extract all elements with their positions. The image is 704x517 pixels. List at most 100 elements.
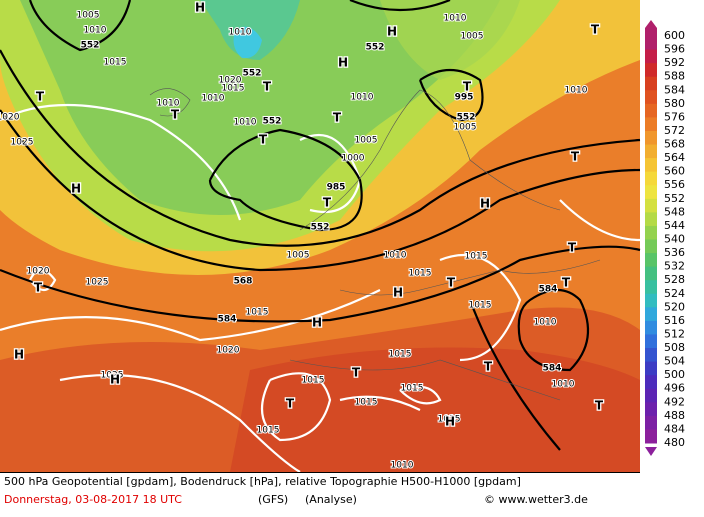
colorbar-swatch <box>645 185 657 200</box>
pressure-center: T <box>562 276 571 290</box>
colorbar-label: 500 <box>664 368 685 381</box>
contour-label: 1005 <box>287 251 310 261</box>
contour-label: 995 <box>455 93 474 103</box>
pressure-center: H <box>110 373 120 387</box>
contour-label: 1020 <box>27 267 50 277</box>
colorbar-label: 520 <box>664 300 685 313</box>
pressure-center: H <box>445 415 455 429</box>
colorbar-label: 572 <box>664 124 685 137</box>
contour-label: 584 <box>543 364 562 374</box>
colorbar-swatch <box>645 293 657 308</box>
colorbar-label: 484 <box>664 422 685 435</box>
colorbar-swatch <box>645 158 657 173</box>
colorbar-label: 576 <box>664 110 685 123</box>
colorbar-label: 488 <box>664 409 685 422</box>
colorbar-swatch <box>645 76 657 91</box>
contour-label: 1015 <box>355 398 378 408</box>
contour-label: 1015 <box>302 376 325 386</box>
contour-label: 1015 <box>465 252 488 262</box>
footer-model: (GFS) <box>258 493 288 506</box>
contour-label: 1020 <box>217 346 240 356</box>
pressure-center: T <box>568 241 577 255</box>
pressure-center: T <box>34 281 43 295</box>
colorbar-swatch <box>645 402 657 417</box>
pressure-center: T <box>463 80 472 94</box>
colorbar-swatch <box>645 130 657 146</box>
colorbar-swatch <box>645 63 657 78</box>
contour-label: 1010 <box>234 118 257 128</box>
contour-label: 1010 <box>444 14 467 24</box>
pressure-center: H <box>312 316 322 330</box>
contour-label: 1010 <box>84 26 107 36</box>
contour-label: 1010 <box>157 99 180 109</box>
pressure-center: H <box>393 286 403 300</box>
colorbar-label: 512 <box>664 327 685 340</box>
contour-label: 1015 <box>222 84 245 94</box>
contour-label: 1010 <box>229 28 252 38</box>
colorbar-label: 552 <box>664 192 685 205</box>
contour-label: 1010 <box>534 318 557 328</box>
pressure-center: T <box>447 276 456 290</box>
colorbar-swatch <box>645 253 657 268</box>
colorbar-swatch <box>645 334 657 349</box>
contour-label: 552 <box>457 113 476 123</box>
pressure-center: T <box>36 90 45 104</box>
colorbar-label: 540 <box>664 233 685 246</box>
pressure-center: T <box>171 108 180 122</box>
colorbar-swatch <box>645 320 657 335</box>
colorbar-swatch <box>645 361 657 376</box>
pressure-center: T <box>259 133 268 147</box>
colorbar-label: 508 <box>664 341 685 354</box>
colorbar-label: 532 <box>664 260 685 273</box>
contour-label: 1015 <box>104 58 127 68</box>
contour-label: 1005 <box>77 11 100 21</box>
contour-label: 1025 <box>11 138 34 148</box>
colorbar-swatch <box>645 307 657 322</box>
contour-label: 1010 <box>202 94 225 104</box>
colorbar-swatch <box>645 49 657 64</box>
pressure-center: T <box>352 366 361 380</box>
contour-label: 552 <box>263 117 282 127</box>
contour-label: 1010 <box>384 251 407 261</box>
footer-title: 500 hPa Geopotential [gpdam], Bodendruck… <box>4 475 521 488</box>
colorbar-swatch <box>645 348 657 363</box>
pressure-center: T <box>591 23 600 37</box>
colorbar-swatch <box>645 90 657 105</box>
colorbar-swatch <box>645 225 657 240</box>
colorbar-label: 528 <box>664 273 685 286</box>
colorbar-label: 496 <box>664 382 685 395</box>
contour-label: 1025 <box>101 371 124 381</box>
colorbar-label: 596 <box>664 43 685 56</box>
colorbar-label: 548 <box>664 205 685 218</box>
colorbar-swatch <box>645 266 657 281</box>
colorbar-swatch <box>645 388 657 403</box>
colorbar-swatch <box>645 239 657 254</box>
colorbar-label: 556 <box>664 178 685 191</box>
colorbar-swatch <box>645 212 657 227</box>
contour-label: 1005 <box>355 136 378 146</box>
colorbar-swatch <box>645 429 657 444</box>
colorbar-label: 580 <box>664 97 685 110</box>
contour-label: 1015 <box>246 308 269 318</box>
contour-label: 1015 <box>438 415 461 425</box>
colorbar-label: 560 <box>664 165 685 178</box>
colorbar-label: 592 <box>664 56 685 69</box>
contour-label: 1015 <box>401 384 424 394</box>
colorbar-label: 504 <box>664 355 685 368</box>
contour-label: 552 <box>311 223 330 233</box>
contour-label: 1020 <box>0 113 20 123</box>
pressure-center: H <box>14 348 24 362</box>
pressure-center: H <box>387 25 397 39</box>
contour-label: 1005 <box>461 32 484 42</box>
contour-label: 568 <box>234 277 253 287</box>
colorbar-swatch <box>645 103 657 118</box>
contour-label: 1005 <box>454 123 477 133</box>
pressure-center: T <box>263 80 272 94</box>
colorbar-swatch <box>645 171 657 186</box>
pressure-center: H <box>71 182 81 196</box>
colorbar-swatch <box>645 198 657 213</box>
colorbar-label: 564 <box>664 151 685 164</box>
contour-label: 1015 <box>409 269 432 279</box>
